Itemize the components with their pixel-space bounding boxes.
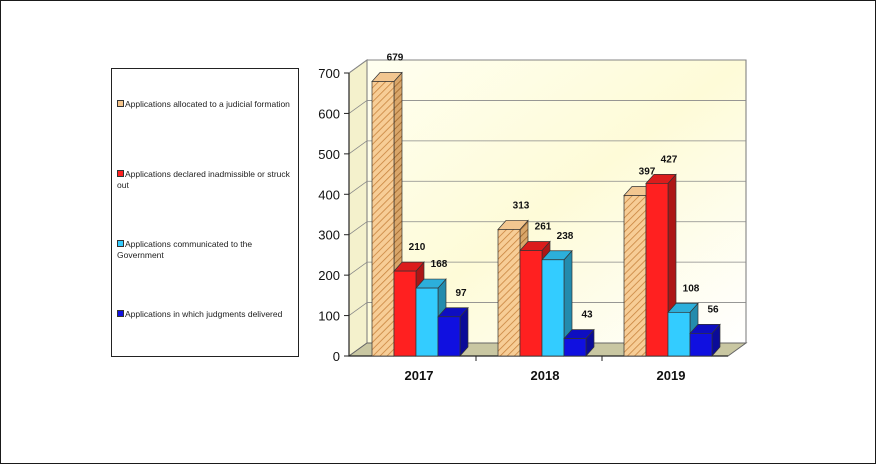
y-tick-label: 100: [318, 309, 340, 324]
legend: Applications allocated to a judicial for…: [111, 68, 299, 357]
data-label: 397: [639, 166, 656, 177]
legend-label-communicated: Applications communicated to the Governm…: [117, 239, 253, 260]
gridline-side: [348, 302, 368, 316]
bar: [623, 195, 647, 357]
bar: [689, 333, 713, 357]
bar: [541, 259, 565, 357]
gridline-side: [348, 140, 368, 155]
y-tick-label: 600: [318, 106, 340, 121]
legend-swatch-allocated: [117, 100, 124, 107]
bar: [415, 287, 439, 357]
y-tick-label: 400: [318, 187, 340, 202]
gridline-side: [348, 100, 368, 114]
legend-swatch-inadmissible: [117, 170, 124, 177]
legend-label-allocated: Applications allocated to a judicial for…: [125, 99, 290, 109]
bar: [371, 81, 395, 357]
bars: [371, 71, 721, 357]
legend-swatch-communicated: [117, 240, 124, 247]
gridline-side: [348, 221, 368, 236]
legend-label-inadmissible: Applications declared inadmissible or st…: [117, 169, 290, 190]
data-label: 313: [513, 200, 530, 211]
data-label: 168: [431, 259, 448, 270]
data-label: 43: [581, 310, 593, 321]
bar: [437, 316, 461, 357]
legend-label-judgments: Applications in which judgments delivere…: [125, 309, 283, 319]
y-tick-label: 300: [318, 228, 340, 243]
legend-item-judgments: Applications in which judgments delivere…: [117, 309, 295, 320]
gridline-side: [348, 180, 368, 195]
bar: [393, 270, 417, 357]
data-label: 238: [557, 231, 574, 242]
legend-swatch-judgments: [117, 310, 124, 317]
bar: [497, 229, 521, 357]
y-tick-label: 700: [318, 66, 340, 81]
data-label: 427: [661, 154, 678, 165]
data-label: 97: [455, 288, 467, 299]
data-label: 679: [387, 52, 404, 63]
side-wall: [348, 59, 368, 357]
data-label: 210: [409, 242, 426, 253]
gridline-side: [348, 59, 368, 74]
legend-item-inadmissible: Applications declared inadmissible or st…: [117, 169, 295, 191]
legend-item-allocated: Applications allocated to a judicial for…: [117, 99, 295, 110]
bar: [645, 183, 669, 357]
y-tick-label: 500: [318, 147, 340, 162]
x-tick-label: 2018: [531, 368, 560, 383]
data-label: 108: [683, 283, 700, 294]
x-tick-label: 2019: [657, 368, 686, 383]
x-tick-label: 2017: [405, 368, 434, 383]
data-label: 56: [707, 304, 719, 315]
bar: [519, 250, 543, 357]
data-labels: 679 210 168 97 313 261 238 43 397 427 108 56: [387, 52, 719, 320]
gridline-side: [348, 261, 368, 276]
data-label: 261: [535, 221, 552, 232]
bar: [563, 338, 587, 357]
y-tick-label: 0: [333, 349, 340, 364]
y-tick-label: 200: [318, 268, 340, 283]
bar: [667, 311, 691, 357]
legend-item-communicated: Applications communicated to the Governm…: [117, 239, 295, 261]
